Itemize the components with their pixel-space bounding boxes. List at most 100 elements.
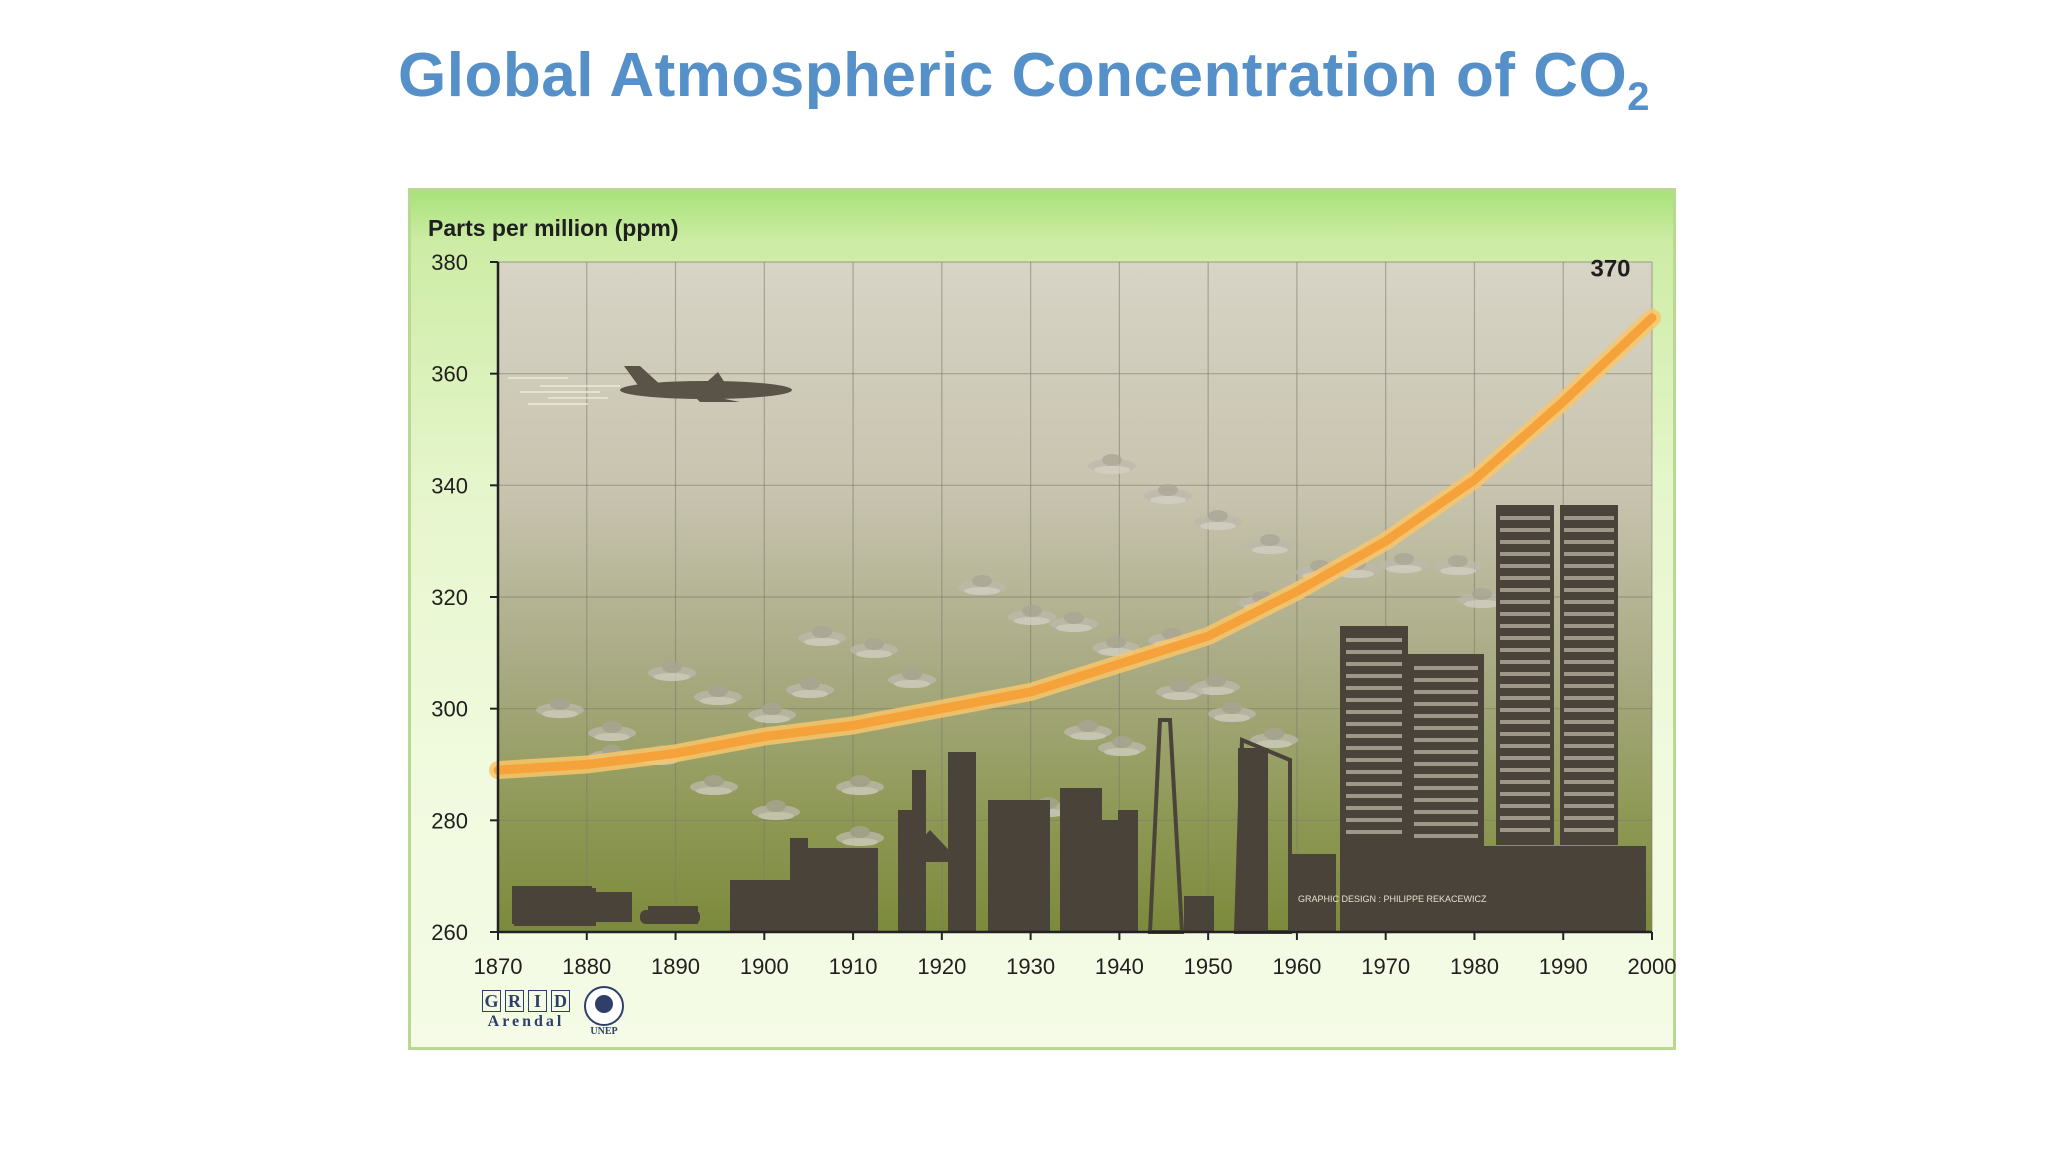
window-row [1414,750,1478,754]
window-row [1414,738,1478,742]
unep-logo: UNEP [580,986,628,1037]
window-row [1346,758,1402,762]
window-row [1500,696,1550,700]
cloud [958,575,1006,595]
x-tick-label: 1900 [740,954,789,979]
window-row [1414,678,1478,682]
y-tick-label: 360 [431,362,468,387]
window-row [1414,762,1478,766]
axes [490,261,1653,940]
cloud [1434,555,1482,575]
window-row [1414,690,1478,694]
x-tick-label: 2000 [1628,954,1677,979]
window-row [1500,516,1550,520]
window-row [1346,650,1402,654]
window-row [1500,648,1550,652]
cloud [850,638,898,658]
x-tick-label: 1980 [1450,954,1499,979]
graphic-credit: GRAPHIC DESIGN : PHILIPPE REKACEWICZ [1298,894,1487,904]
window-row [1564,624,1614,628]
cloud [1064,720,1112,740]
window-row [1564,780,1614,784]
window-row [1564,696,1614,700]
window-row [1564,732,1614,736]
cloud [836,775,884,795]
y-tick-label: 340 [431,473,468,498]
window-row [1414,834,1478,838]
window-row [1500,624,1550,628]
building [1456,846,1646,932]
airplane-body [620,381,792,399]
building [898,810,912,932]
building [808,848,878,932]
x-tick-label: 1880 [562,954,611,979]
window-row [1564,576,1614,580]
cloud [798,626,846,646]
cloud [1088,454,1136,474]
cloud [748,703,796,723]
building [1238,748,1268,932]
tick-labels: 260 280 300 320 340 360 380 1870 1880 1890 1900 191… [428,215,1676,979]
cloud [588,721,636,741]
window-row [1500,576,1550,580]
window-row [1414,702,1478,706]
logo-arendal: Arendal [487,1013,565,1030]
window-row [1346,638,1402,642]
slide-title: Global Atmospheric Concentration of CO2 [398,41,1650,119]
cloud [1008,605,1056,625]
window-row [1500,600,1550,604]
window-row [1500,660,1550,664]
window-row [1564,804,1614,808]
window-row [1564,756,1614,760]
window-row [1564,636,1614,640]
grid-arendal-logo: G R I D Arendal [482,990,570,1031]
window-row [1500,588,1550,592]
logo-letter: I [528,990,547,1012]
window-row [1346,782,1402,786]
x-tick-label: 1960 [1272,954,1321,979]
window-row [1346,806,1402,810]
window-row [1500,768,1550,772]
window-row [1564,768,1614,772]
y-axis-title: Parts per million (ppm) [428,215,678,241]
window-row [1500,804,1550,808]
cloud [1246,534,1294,554]
window-row [1564,660,1614,664]
cloud [1192,675,1240,695]
window-row [1564,720,1614,724]
window-row [1500,792,1550,796]
cloud [690,775,738,795]
logo-letter: D [551,990,570,1012]
value-annotation: 370 [1590,256,1630,283]
x-tick-label: 1890 [651,954,700,979]
cloud [1208,702,1256,722]
window-row [1564,588,1614,592]
unep-text: UNEP [590,1026,618,1037]
window-row [1346,674,1402,678]
window-row [1414,726,1478,730]
industrial-skyline [512,505,1646,934]
window-row [1414,786,1478,790]
x-tick-label: 1920 [917,954,966,979]
building [948,752,976,932]
airplane-icon [508,366,792,405]
series-lines [489,308,1661,780]
window-row [1564,684,1614,688]
window-row [1346,818,1402,822]
cloud [888,668,936,688]
x-tick-label: 1910 [829,954,878,979]
window-row [1500,756,1550,760]
window-row [1414,810,1478,814]
building [790,838,808,932]
window-row [1346,830,1402,834]
cloud [1380,553,1428,573]
building [1292,854,1336,932]
y-tick-label: 300 [431,697,468,722]
building [592,892,632,922]
window-row [1500,708,1550,712]
cloud [1250,728,1298,748]
truck [514,888,596,926]
window-row [1346,662,1402,666]
airplane-tail [624,366,664,388]
window-row [1414,774,1478,778]
